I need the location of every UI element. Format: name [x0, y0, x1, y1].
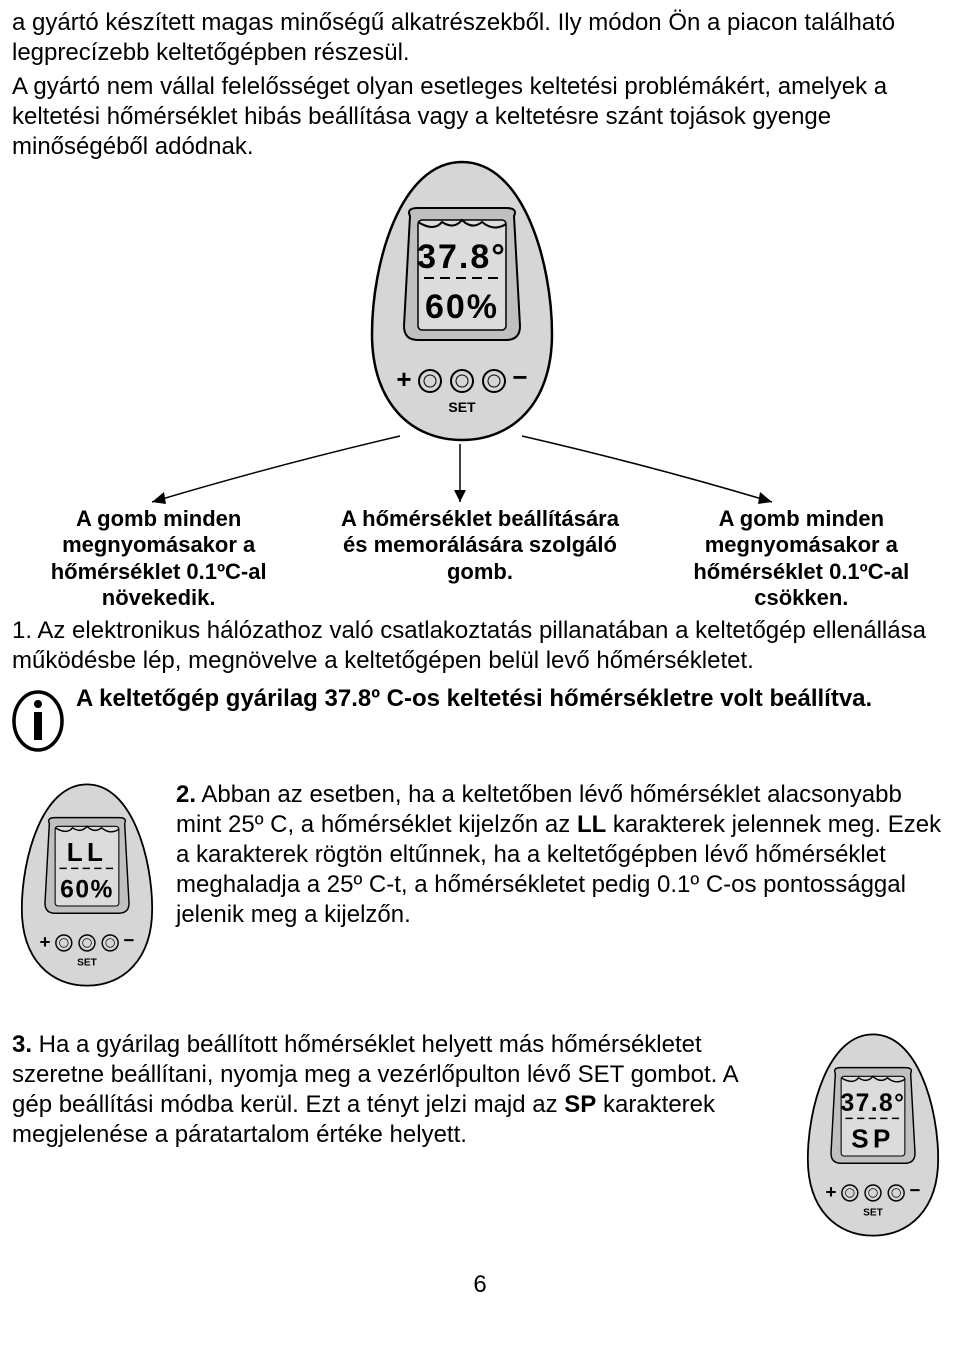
step-1-text: 1. Az elektronikus hálózathoz való csatl… — [12, 616, 948, 676]
info-text: A keltetőgép gyárilag 37.8º C-os kelteté… — [76, 684, 872, 714]
intro-paragraph-1: a gyártó készített magas minőségű alkatr… — [12, 8, 948, 68]
svg-text:−: − — [512, 362, 527, 392]
svg-text:−: − — [910, 1179, 921, 1200]
svg-text:+: + — [826, 1181, 837, 1202]
svg-text:60%: 60% — [60, 876, 114, 903]
minus-button-description: A gomb minden megnyomásakor a hőmérsékle… — [655, 506, 948, 612]
device-diagram-area: 37.8° 60% + − SET — [12, 166, 948, 506]
svg-text:SET: SET — [448, 399, 476, 415]
svg-text:37.8°: 37.8° — [841, 1090, 906, 1117]
step-3-section: 3. Ha a gyárilag beállított hőmérséklet … — [12, 1030, 948, 1240]
svg-text:37.8°: 37.8° — [417, 238, 507, 276]
svg-text:SP: SP — [851, 1123, 894, 1153]
button-descriptions: A gomb minden megnyomásakor a hőmérsékle… — [12, 506, 948, 612]
set-button-description: A hőmérséklet beállítására és memorálásá… — [333, 506, 626, 612]
info-icon — [12, 690, 64, 752]
svg-text:−: − — [124, 929, 135, 950]
step-2-section: LL 60% + − SET 2. Abban az esetben, ha a… — [12, 780, 948, 990]
device-sp-illustration: 37.8° SP + − SET — [798, 1030, 948, 1240]
page-number: 6 — [12, 1270, 948, 1300]
device-ll-illustration: LL 60% + − SET — [12, 780, 162, 990]
svg-text:+: + — [40, 931, 51, 952]
svg-text:LL: LL — [67, 837, 108, 867]
svg-text:60%: 60% — [425, 288, 499, 326]
svg-text:+: + — [396, 364, 411, 394]
svg-text:SET: SET — [863, 1207, 884, 1218]
device-main-illustration: 37.8° 60% + − SET — [362, 156, 562, 446]
step-3-text: 3. Ha a gyárilag beállított hőmérséklet … — [12, 1030, 784, 1150]
intro-paragraph-2: A gyártó nem vállal felelősséget olyan e… — [12, 72, 948, 162]
info-note: A keltetőgép gyárilag 37.8º C-os kelteté… — [12, 684, 948, 752]
step-2-text: 2. Abban az esetben, ha a keltetőben lév… — [176, 780, 948, 930]
plus-button-description: A gomb minden megnyomásakor a hőmérsékle… — [12, 506, 305, 612]
svg-text:SET: SET — [77, 957, 98, 968]
